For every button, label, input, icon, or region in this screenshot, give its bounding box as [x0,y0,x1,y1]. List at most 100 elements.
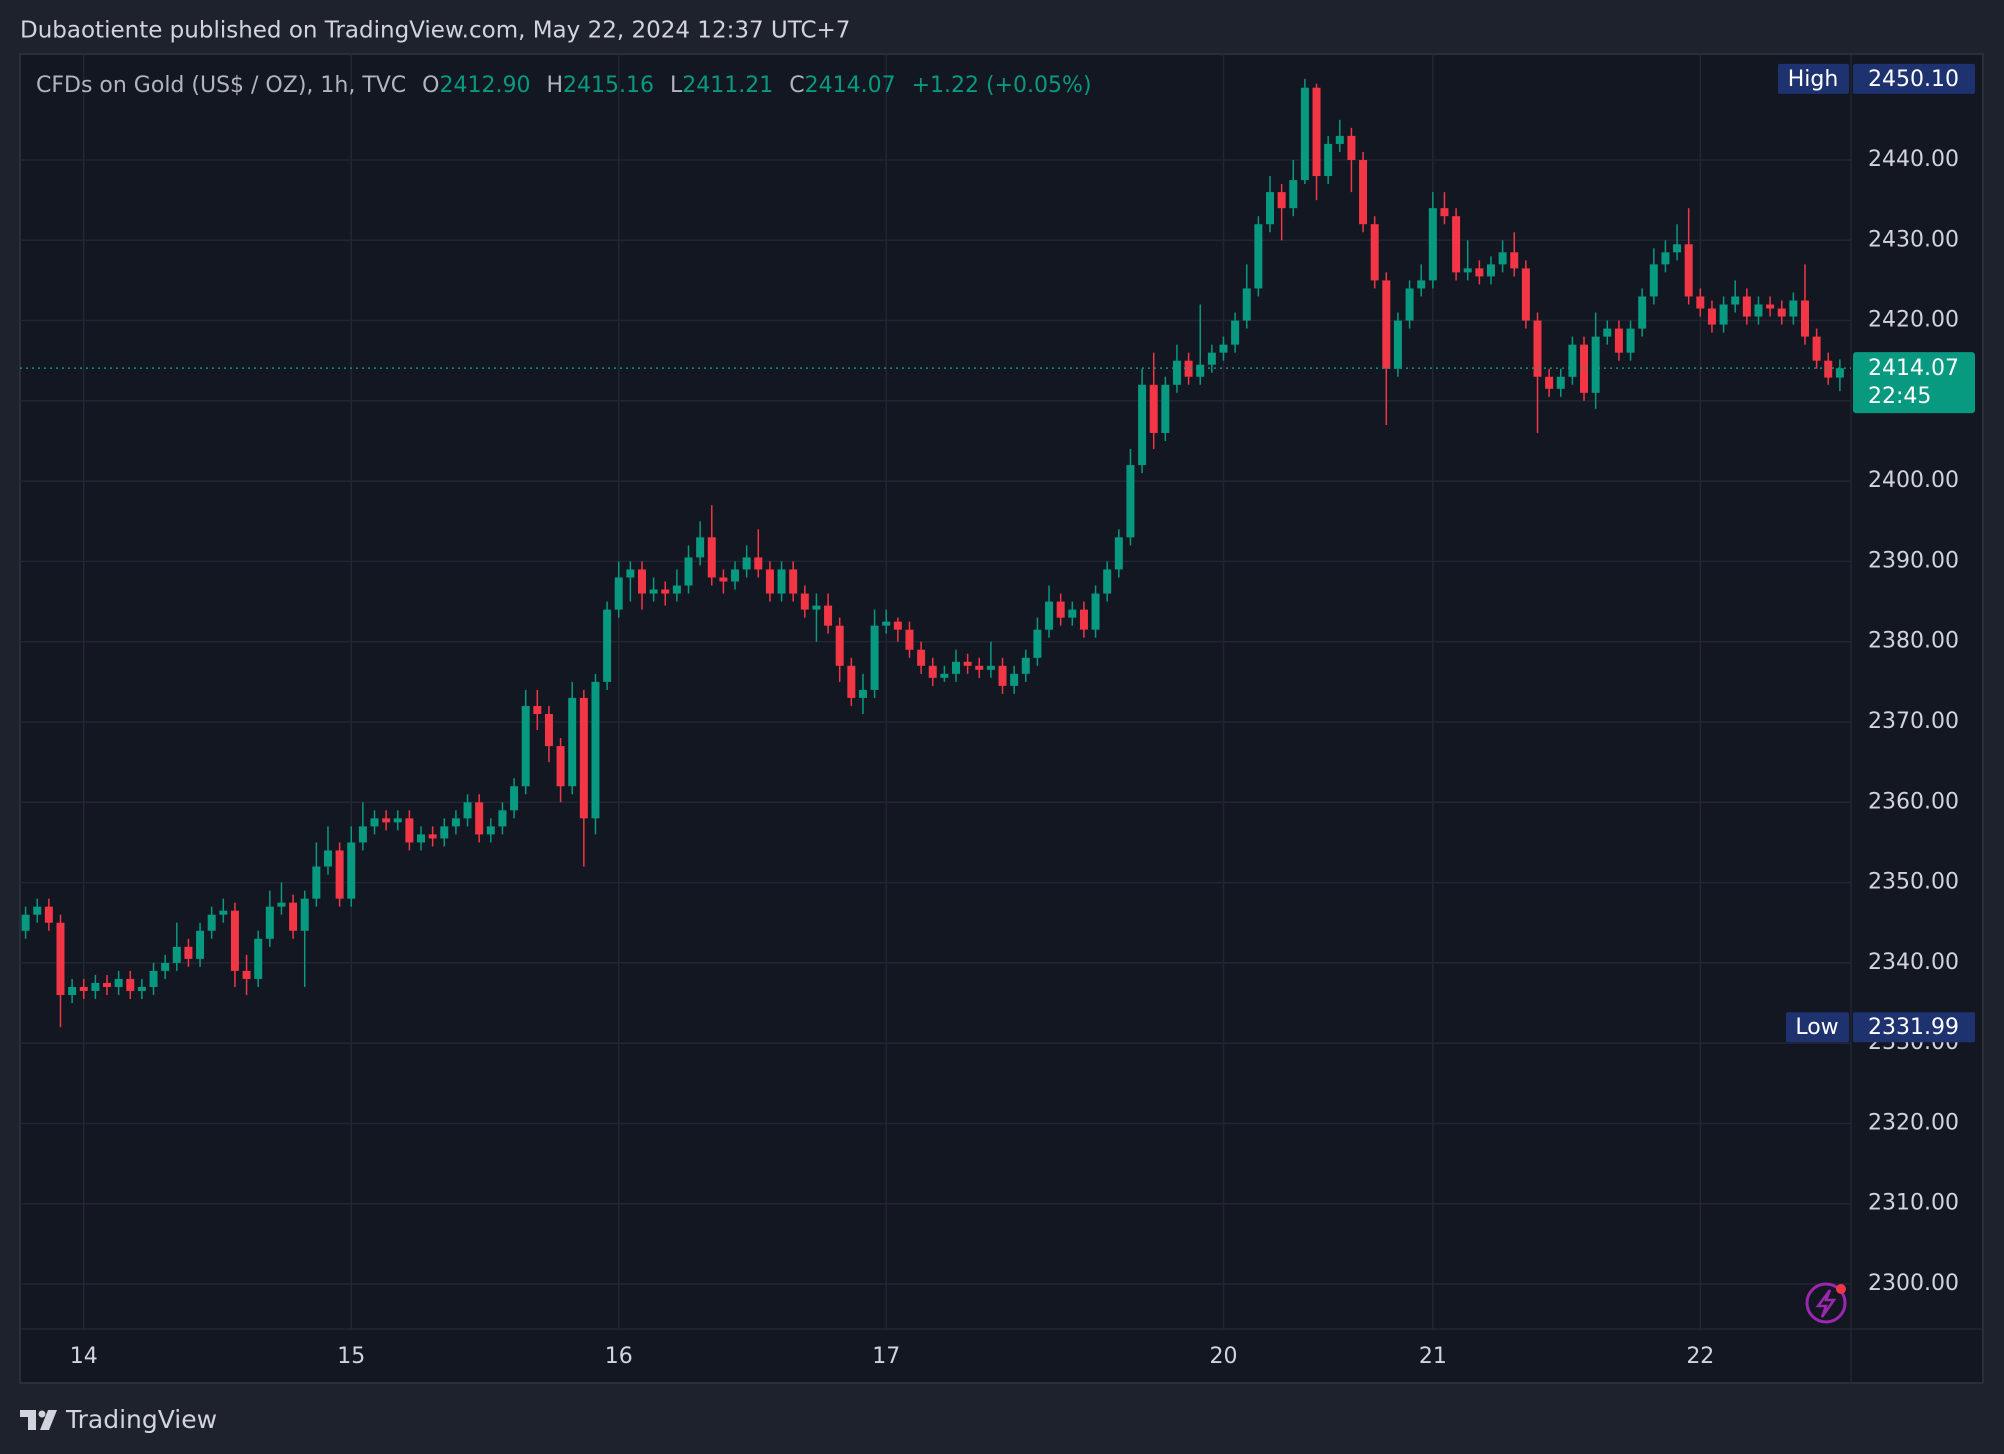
candle-body [1103,569,1112,594]
candle-body [1521,268,1530,321]
candle-body [1382,280,1391,369]
publish-header: Dubaotiente published on TradingView.com… [20,18,850,44]
candle-body [1277,192,1286,209]
o-label: O [422,73,439,98]
candle-body [1161,384,1170,433]
candle-body [1254,224,1263,289]
y-tick-label: 2340.00 [1868,950,1959,975]
candle-body [928,665,937,678]
candle-body [486,826,495,835]
candle-body [417,834,426,843]
candle-body [661,589,670,594]
candle-body [579,697,588,819]
candle-body [1300,87,1309,181]
alert-bolt[interactable] [1815,1289,1837,1318]
candle-body [1324,143,1333,177]
candle-body [824,605,833,626]
tv-logo[interactable]: TradingView [20,1405,217,1434]
last-price-box [1853,352,1975,414]
candle-body [1010,673,1019,686]
candle-body [963,661,972,666]
candle-body [707,537,716,578]
candle-body [614,577,623,610]
x-tick-label: 15 [337,1344,365,1369]
candle-body [300,898,309,931]
change: +1.22 (+0.05%) [912,73,1092,98]
candle-body [1510,252,1519,269]
candle-body [1393,320,1402,369]
candle-body [1638,296,1647,329]
candle-body [858,689,867,698]
alert-icon[interactable] [1805,1282,1847,1324]
candle-body [1486,264,1495,277]
y-tick-label: 2320.00 [1868,1110,1959,1135]
candle-body [323,850,332,867]
candle-body [1126,465,1135,538]
candle-body [1417,280,1426,289]
alert-circle[interactable] [1805,1282,1847,1324]
marker-price-box [1853,63,1975,94]
x-tick-label: 16 [605,1344,633,1369]
candle-body [1835,368,1844,378]
candle-body [777,569,786,594]
y-tick-label: 2300.00 [1868,1271,1959,1296]
tv-logo-icon[interactable] [20,1410,57,1430]
h-label: H [546,73,563,98]
candle-body [1498,252,1507,265]
candle-body [731,569,740,582]
candle-body [207,914,216,931]
alert-dot[interactable] [1836,1284,1846,1294]
candle-body [637,569,646,594]
candle-body [1719,304,1728,325]
candle-body [440,826,449,839]
candle-body [1591,336,1600,393]
candle-body [544,713,553,747]
candle-body [1428,208,1437,281]
candle-body [1533,320,1542,377]
candle-body [998,665,1007,686]
candle-body [1021,657,1030,674]
candle-body [196,930,205,959]
candle-body [1219,344,1228,353]
y-tick-label: 2420.00 [1868,308,1959,333]
candle-body [1335,135,1344,144]
candle-body [1673,244,1682,253]
candle-body [33,906,42,915]
candle-body [1347,135,1356,160]
candle-body [556,746,565,787]
candle-body [812,605,821,610]
tv-logo-text[interactable]: TradingView [65,1405,217,1434]
candle-body [463,802,472,819]
candle-body [742,557,751,570]
candle-body [672,585,681,594]
candle-body [975,665,984,670]
l-value: 2411.21 [682,73,773,98]
candle-body [335,850,344,899]
tv-logo-dot[interactable] [38,1410,46,1418]
candle-body [1231,320,1240,345]
candle-body [1370,224,1379,281]
candle-body [1568,344,1577,377]
candle-body [1045,601,1054,630]
candle-body [1033,629,1042,658]
candle-body [242,970,251,979]
candle-body [1172,360,1181,385]
candle-body [1777,308,1786,317]
candle-body [603,609,612,682]
candle-body [347,842,356,899]
candle-body [1545,376,1554,389]
candle-body [289,902,298,931]
axes: 2300.002310.002320.002330.002340.002350.… [20,63,1975,1369]
candle-body [510,786,519,811]
candle-body [1452,216,1461,273]
candle-body [882,621,891,626]
candle-body [684,557,693,586]
candle-body [498,810,507,827]
candle-body [696,537,705,558]
candle-body [789,569,798,594]
candle-body [219,910,228,915]
candle-body [905,629,914,650]
candle-body [1207,352,1216,365]
candle-body [917,649,926,666]
